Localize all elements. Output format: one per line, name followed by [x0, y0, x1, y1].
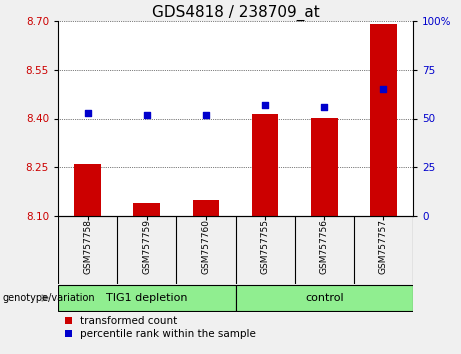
- Text: genotype/variation: genotype/variation: [2, 293, 95, 303]
- Text: control: control: [305, 293, 343, 303]
- Bar: [133, 203, 160, 216]
- Bar: [252, 114, 278, 216]
- Bar: [58, 285, 236, 312]
- Text: GSM757755: GSM757755: [260, 219, 270, 274]
- Text: TIG1 depletion: TIG1 depletion: [106, 293, 188, 303]
- Legend: transformed count, percentile rank within the sample: transformed count, percentile rank withi…: [65, 316, 256, 339]
- Bar: [370, 24, 397, 216]
- Bar: [236, 285, 413, 312]
- Point: [320, 104, 328, 110]
- Text: GSM757756: GSM757756: [320, 219, 329, 274]
- Text: GSM757760: GSM757760: [201, 219, 210, 274]
- Text: GSM757757: GSM757757: [379, 219, 388, 274]
- Bar: [193, 200, 219, 216]
- Point: [143, 112, 150, 118]
- Point: [380, 86, 387, 92]
- Point: [202, 112, 210, 118]
- Bar: [74, 164, 101, 216]
- Title: GDS4818 / 238709_at: GDS4818 / 238709_at: [152, 5, 319, 21]
- Text: GSM757758: GSM757758: [83, 219, 92, 274]
- Text: GSM757759: GSM757759: [142, 219, 151, 274]
- Point: [261, 102, 269, 108]
- Point: [84, 110, 91, 115]
- Bar: [311, 119, 337, 216]
